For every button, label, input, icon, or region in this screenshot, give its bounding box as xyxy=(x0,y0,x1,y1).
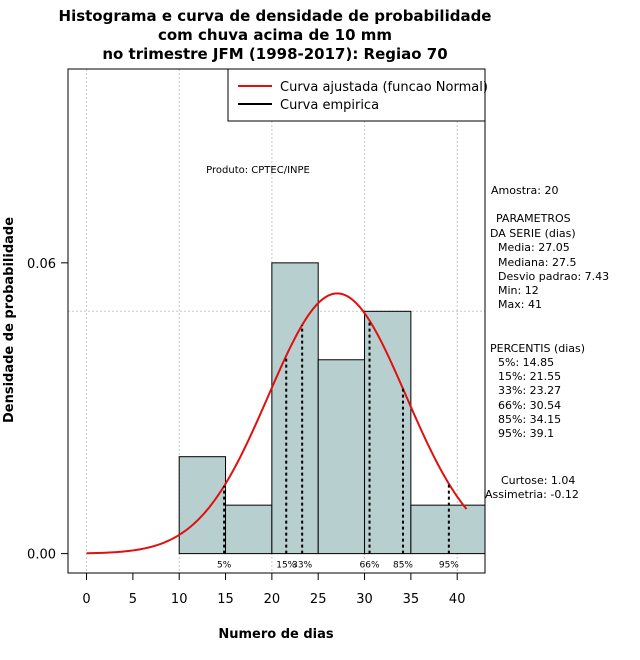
x-tick-label-4: 20 xyxy=(264,592,281,607)
y-tick-label-1: 0.06 xyxy=(27,257,56,272)
percentile-markers: 5% 15%33% 66% 85% 95% xyxy=(217,320,459,571)
param-desvio: Desvio padrao: 7.43 xyxy=(498,270,609,283)
params-title-1: PARAMETROS xyxy=(496,212,571,225)
side-panel: Amostra: 20 PARAMETROS DA SERIE (dias) M… xyxy=(485,184,609,501)
x-tick-label-8: 40 xyxy=(449,592,466,607)
histogram-bar-1 xyxy=(225,504,273,555)
percentis-title: PERCENTIS (dias) xyxy=(490,342,585,355)
histogram-bar-2 xyxy=(271,262,319,555)
x-tick-label-3: 15 xyxy=(217,592,234,607)
percentil-95: 95%: 39.1 xyxy=(498,427,554,440)
legend-label-empirical: Curva empirica xyxy=(280,98,379,113)
percentil-66: 66%: 30.54 xyxy=(498,399,561,412)
params-title-2: DA SERIE (dias) xyxy=(490,227,576,240)
chart-title-line-3: no trimestre JFM (1998-2017): Regiao 70 xyxy=(102,45,447,63)
percentile-label-5: 95% xyxy=(439,561,459,571)
param-media: Media: 27.05 xyxy=(498,241,570,254)
histogram-bar-3 xyxy=(317,359,366,555)
percentile-label-0: 5% xyxy=(217,561,232,571)
percentile-label-3: 66% xyxy=(360,561,380,571)
legend-box xyxy=(227,68,486,122)
x-tick-label-6: 30 xyxy=(356,592,373,607)
x-axis-label: Numero de dias xyxy=(218,627,334,642)
x-tick-label-1: 5 xyxy=(129,592,137,607)
x-tick-label-2: 10 xyxy=(171,592,188,607)
percentil-15: 15%: 21.55 xyxy=(498,370,561,383)
percentil-5: 5%: 14.85 xyxy=(498,356,554,369)
percentil-33: 33%: 23.27 xyxy=(498,384,561,397)
percentil-85: 85%: 34.15 xyxy=(498,413,561,426)
legend: Curva ajustada (funcao Normal) Curva emp… xyxy=(227,68,488,122)
legend-label-fitted: Curva ajustada (funcao Normal) xyxy=(280,80,488,95)
sample-size: Amostra: 20 xyxy=(491,184,558,197)
x-tick-label-7: 35 xyxy=(403,592,420,607)
param-max: Max: 41 xyxy=(498,298,542,311)
y-tick-label-0: 0.00 xyxy=(27,548,56,563)
param-mediana: Mediana: 27.5 xyxy=(498,256,576,269)
x-tick-label-5: 25 xyxy=(310,592,327,607)
chart-title-line-1: Histograma e curva de densidade de proba… xyxy=(59,7,492,25)
percentile-label-1: 15% xyxy=(276,561,296,571)
product-annotation: Produto: CPTEC/INPE xyxy=(206,165,310,176)
percentile-label-4: 85% xyxy=(393,561,413,571)
histogram-bar-0 xyxy=(178,456,227,555)
assimetria: Assimetria: -0.12 xyxy=(485,488,579,501)
param-min: Min: 12 xyxy=(498,284,539,297)
percentile-label-2: 33% xyxy=(292,561,312,571)
chart-title-line-2: com chuva acima de 10 mm xyxy=(158,26,392,44)
curtose: Curtose: 1.04 xyxy=(501,474,575,487)
x-tick-label-0: 0 xyxy=(82,592,90,607)
y-axis-label: Densidade de probabilidade xyxy=(2,217,17,423)
